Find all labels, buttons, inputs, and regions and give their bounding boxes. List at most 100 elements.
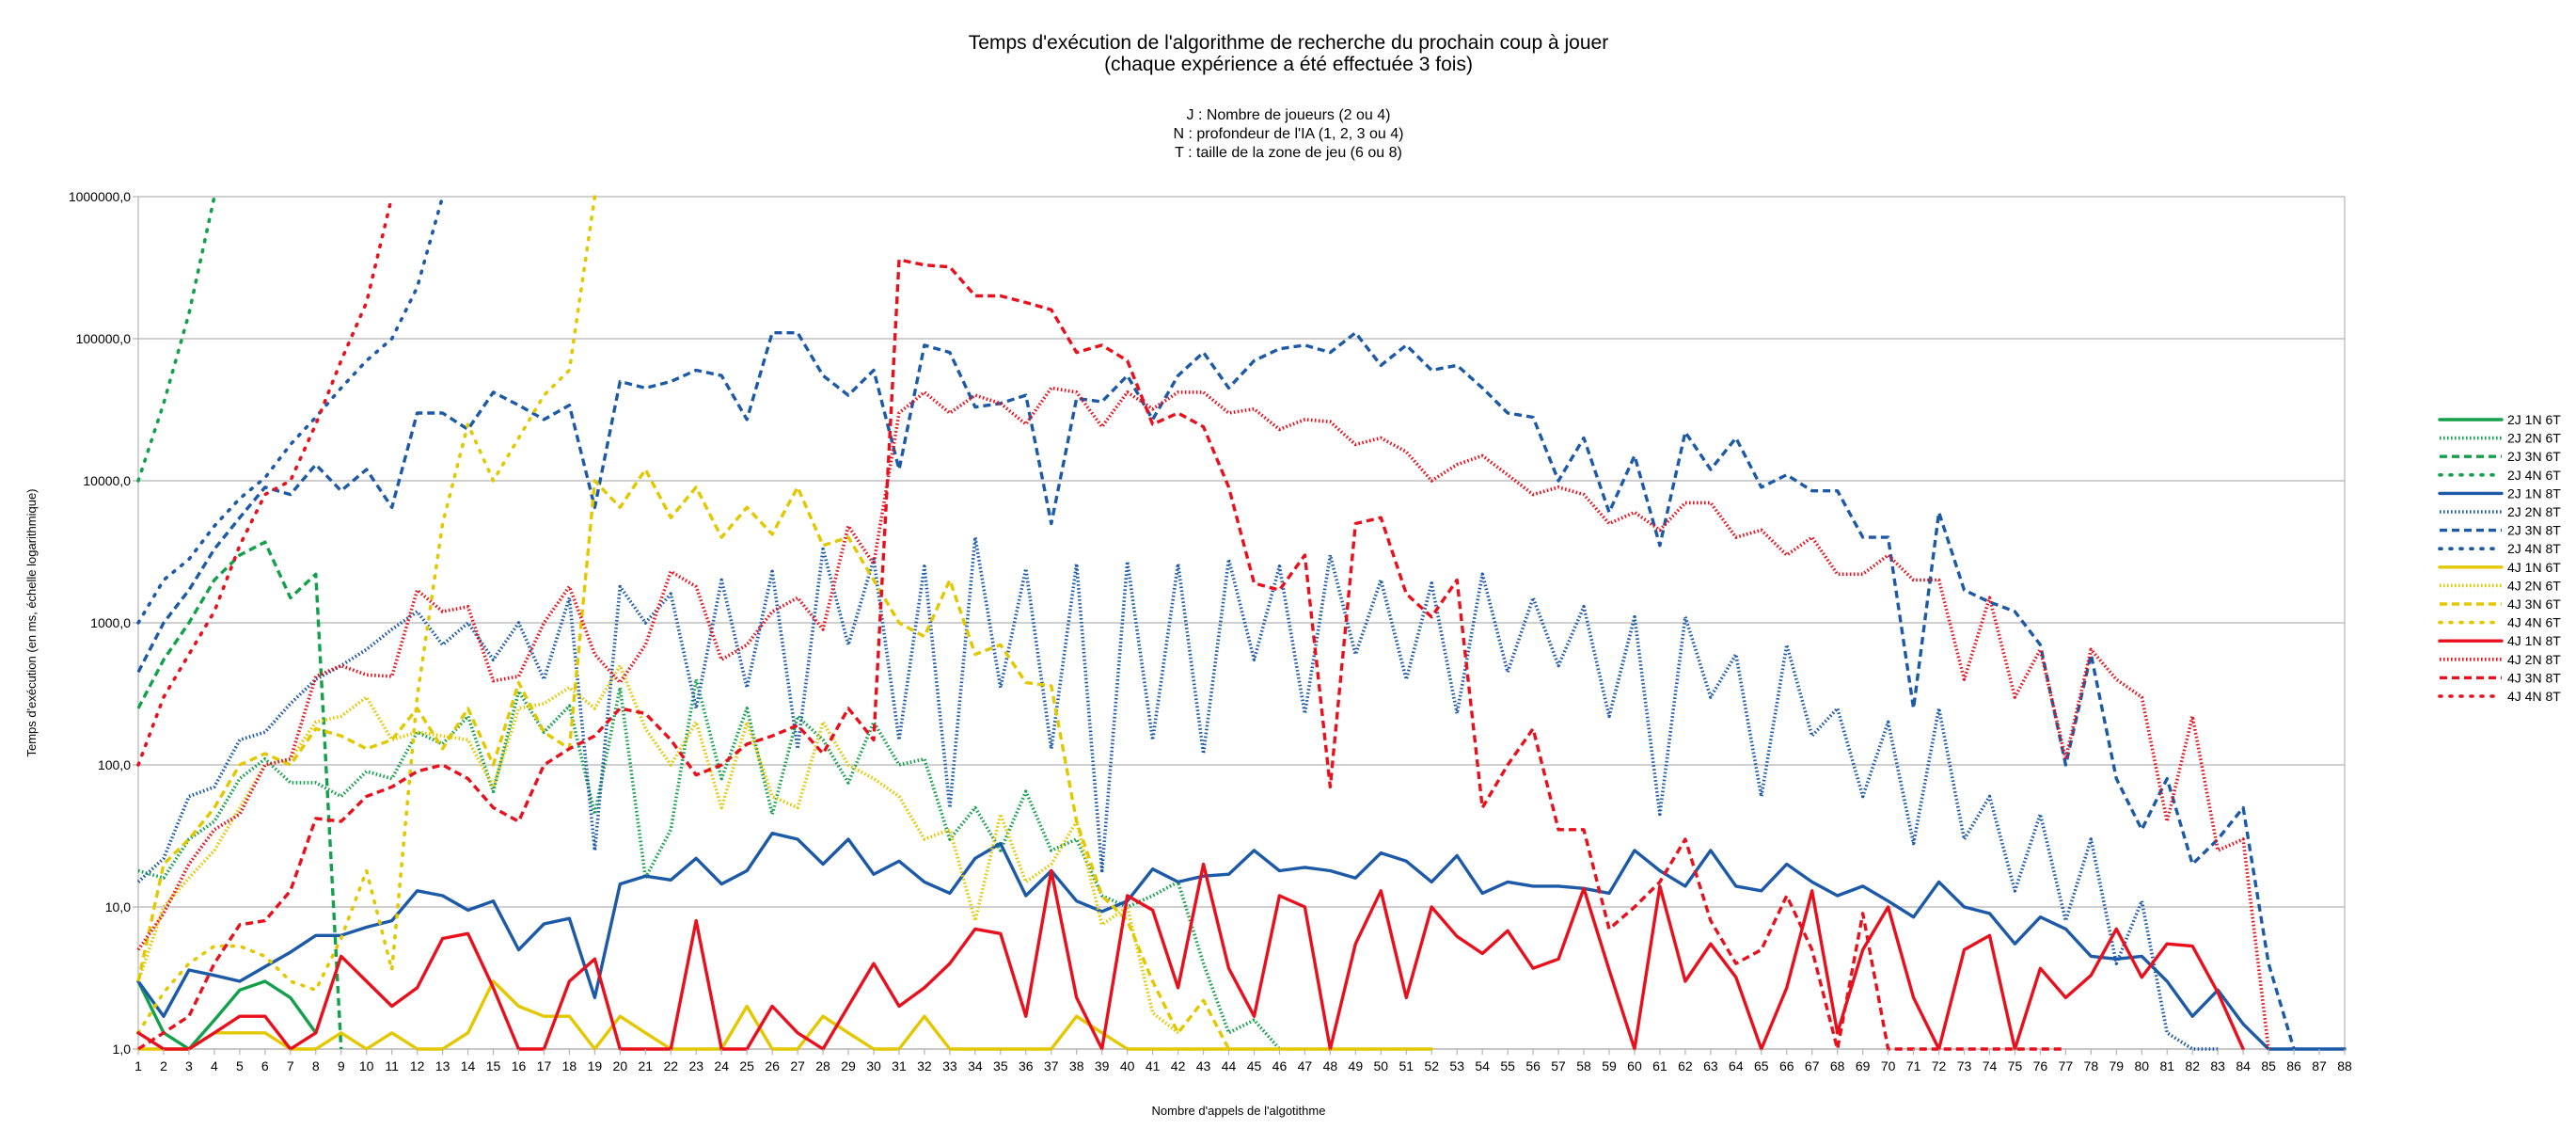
x-tick-label: 11 xyxy=(385,1058,399,1073)
y-tick-label: 10,0 xyxy=(105,899,131,914)
x-tick-label: 30 xyxy=(866,1058,881,1073)
series-line-4j-2n-8t xyxy=(136,386,2270,1050)
x-tick-label: 21 xyxy=(639,1058,654,1073)
chart-title: Temps d'exécution de l'algorithme de rec… xyxy=(969,32,1608,75)
y-axis-ticks: 1,0 10,0 100,0 1000,0 10000,0 100000,0 1000000… xyxy=(69,189,131,1057)
legend-label: 4J 1N 8T xyxy=(2507,633,2561,648)
x-tick-label: 50 xyxy=(1374,1058,1389,1073)
x-tick-label: 49 xyxy=(1349,1058,1364,1073)
x-tick-label: 3 xyxy=(185,1058,193,1073)
x-tick-label: 4 xyxy=(211,1058,218,1073)
legend-label: 4J 3N 6T xyxy=(2507,596,2561,612)
x-tick-label: 84 xyxy=(2236,1058,2251,1073)
x-axis-title: Nombre d'appels de l'algotithme xyxy=(1152,1104,1326,1118)
series-line-4j-3n-8t xyxy=(137,258,2066,1051)
legend-label: 4J 3N 8T xyxy=(2507,670,2561,685)
x-tick-label: 37 xyxy=(1044,1058,1059,1073)
x-tick-label: 80 xyxy=(2134,1058,2149,1073)
legend-label: 2J 3N 6T xyxy=(2507,449,2561,464)
x-tick-label: 58 xyxy=(1576,1058,1591,1073)
x-tick-label: 56 xyxy=(1525,1058,1541,1073)
x-tick-label: 17 xyxy=(537,1058,552,1073)
y-tick-label: 1000,0 xyxy=(90,615,131,630)
y-tick-label: 1000000,0 xyxy=(69,189,131,204)
x-tick-label: 6 xyxy=(261,1058,269,1073)
legend-label: 2J 3N 8T xyxy=(2507,523,2561,538)
y-tick-label: 100,0 xyxy=(98,757,131,772)
x-tick-label: 60 xyxy=(1627,1058,1642,1073)
x-tick-label: 41 xyxy=(1146,1058,1161,1073)
y-tick-label: 10000,0 xyxy=(83,473,131,488)
x-tick-label: 26 xyxy=(765,1058,780,1073)
chart-title-line: Temps d'exécution de l'algorithme de rec… xyxy=(969,32,1608,54)
x-tick-label: 23 xyxy=(688,1058,703,1073)
legend-label: 4J 2N 8T xyxy=(2507,652,2561,667)
x-tick-label: 7 xyxy=(287,1058,294,1073)
x-tick-label: 29 xyxy=(841,1058,856,1073)
legend-label: 4J 4N 6T xyxy=(2507,615,2561,630)
x-tick-label: 77 xyxy=(2059,1058,2074,1073)
x-tick-label: 10 xyxy=(359,1058,374,1073)
x-tick-label: 47 xyxy=(1298,1058,1313,1073)
series-line-4j-1n-8t xyxy=(136,862,2245,1051)
x-tick-label: 12 xyxy=(410,1058,425,1073)
x-axis-ticks: 1 2 3 4 5 6 7 8 9 10 11 12 13 14 15 16 17 18 19 20 21 22 23 24 2… xyxy=(134,1049,2352,1073)
series-line-2j-2n-8t xyxy=(136,535,2219,1051)
x-tick-label: 87 xyxy=(2312,1058,2327,1073)
x-tick-label: 62 xyxy=(1678,1058,1693,1073)
x-tick-label: 51 xyxy=(1399,1058,1414,1073)
x-tick-label: 65 xyxy=(1754,1058,1769,1073)
x-tick-label: 73 xyxy=(1957,1058,1972,1073)
x-tick-label: 28 xyxy=(815,1058,830,1073)
legend-label: 2J 4N 8T xyxy=(2507,541,2561,556)
series-line-2j-3n-8t xyxy=(136,331,2296,1050)
legend-label: 2J 1N 8T xyxy=(2507,485,2561,501)
x-tick-label: 76 xyxy=(2033,1058,2048,1073)
x-tick-label: 55 xyxy=(1500,1058,1515,1073)
x-tick-label: 53 xyxy=(1449,1058,1464,1073)
x-tick-label: 83 xyxy=(2210,1058,2225,1073)
x-tick-label: 14 xyxy=(461,1058,476,1073)
x-tick-label: 61 xyxy=(1652,1058,1667,1073)
legend-label: 4J 4N 8T xyxy=(2507,689,2561,704)
x-tick-label: 40 xyxy=(1120,1058,1135,1073)
series-line-2j-2n-6t xyxy=(137,677,1281,1051)
legend-label: 4J 2N 6T xyxy=(2507,578,2561,593)
legend-label: 4J 1N 6T xyxy=(2507,560,2561,575)
x-tick-label: 68 xyxy=(1830,1058,1845,1073)
x-tick-label: 16 xyxy=(512,1058,527,1073)
x-tick-label: 13 xyxy=(435,1058,450,1073)
x-tick-label: 75 xyxy=(2008,1058,2023,1073)
series-line-2j-4n-8t xyxy=(136,195,445,625)
x-tick-label: 19 xyxy=(588,1058,603,1073)
chart-subtitle-line: T : taille de la zone de jeu (6 ou 8) xyxy=(1175,145,1402,161)
x-tick-label: 8 xyxy=(312,1058,320,1073)
x-tick-label: 57 xyxy=(1551,1058,1566,1073)
series-line-4j-4n-8t xyxy=(136,195,394,767)
series-line-2j-1n-8t xyxy=(136,832,2347,1051)
x-tick-label: 9 xyxy=(338,1058,345,1073)
x-tick-label: 79 xyxy=(2110,1058,2125,1073)
x-tick-label: 1 xyxy=(134,1058,142,1073)
x-tick-label: 42 xyxy=(1171,1058,1186,1073)
chart-subtitle-line: J : Nombre de joueurs (2 ou 4) xyxy=(1187,107,1391,123)
x-tick-label: 35 xyxy=(993,1058,1008,1073)
x-tick-label: 22 xyxy=(663,1058,678,1073)
x-tick-label: 70 xyxy=(1881,1058,1896,1073)
x-tick-label: 45 xyxy=(1247,1058,1262,1073)
x-tick-label: 81 xyxy=(2159,1058,2174,1073)
x-tick-label: 85 xyxy=(2261,1058,2276,1073)
x-tick-label: 18 xyxy=(562,1058,577,1073)
series-line-2j-3n-6t xyxy=(136,540,343,1050)
x-tick-label: 34 xyxy=(968,1058,983,1073)
x-tick-label: 71 xyxy=(1906,1058,1921,1073)
chart-subtitle: J : Nombre de joueurs (2 ou 4) N : profon… xyxy=(1174,107,1404,161)
x-tick-label: 88 xyxy=(2337,1058,2352,1073)
x-tick-label: 15 xyxy=(486,1058,501,1073)
gridlines xyxy=(133,196,2345,1050)
x-tick-label: 24 xyxy=(714,1058,729,1073)
x-tick-label: 32 xyxy=(917,1058,932,1073)
x-tick-label: 46 xyxy=(1272,1058,1288,1073)
